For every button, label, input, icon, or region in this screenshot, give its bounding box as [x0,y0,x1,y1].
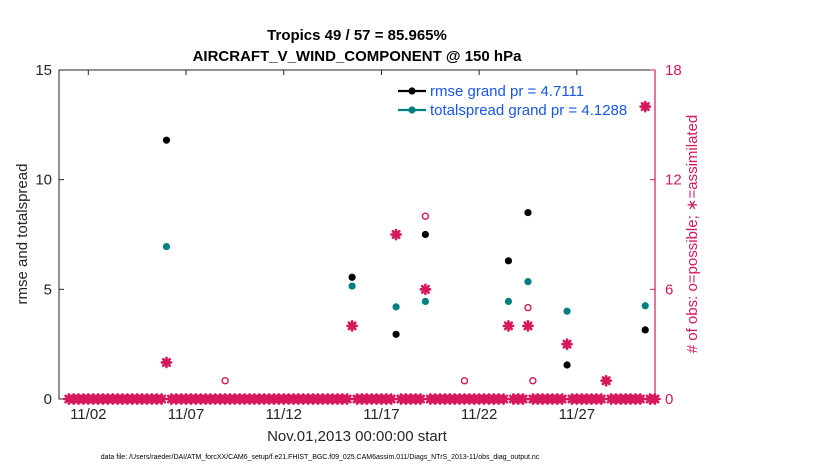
obs-assimilated-zero [634,393,647,405]
x-tick-label: 11/07 [168,406,204,423]
obs-assimilated-point [522,319,534,332]
obs-assimilated-point-core [422,286,428,292]
obs-assimilated-zero [155,393,168,405]
plot-area: 11/02 11/07 11/12 11/17 11/22 11/27 0 5 10 15 0 6 12… [35,62,681,423]
obs-assimilated-zero [649,393,661,405]
y-tick-label: 5 [44,281,52,298]
x-tick-label: 11/22 [461,406,497,423]
obs-assimilated-point-core [564,341,570,347]
y-axis-right-label: # of obs: o=possible; ∗=assimilated [684,115,701,354]
obs-assimilated-zero-core [559,396,565,402]
obs-assimilated-point [390,228,402,241]
obs-assimilated-point-core [505,323,512,329]
obs-assimilated-point [600,374,613,387]
spread-point [421,297,429,305]
obs-possible-point [221,377,229,385]
chart-subtitle: AIRCRAFT_V_WIND_COMPONENT @ 150 hPa [193,48,523,65]
obs-assimilated-zero [385,393,398,405]
spread-point [392,303,400,311]
y-tick-label: 15 [35,62,52,79]
obs-assimilated-zero-core [417,396,424,402]
rmse-point [524,208,532,217]
spread-point [524,278,532,286]
obs-assimilated-point-core [393,231,399,238]
obs-assimilated-zero [497,393,510,405]
y-right-tick-label: 6 [665,281,673,298]
obs-assimilated-point [419,283,432,296]
spread-point [504,297,513,305]
x-tick-label: 11/02 [70,406,106,423]
y-tick-label: 10 [35,172,52,189]
spread-point [162,242,171,251]
obs-assimilated-point-core [163,359,170,366]
legend-swatch-marker-rmse [408,87,416,95]
y-tick-label: 0 [44,391,52,408]
obs-possible-point [421,212,430,220]
rmse-point [504,257,513,265]
obs-possible-point [529,377,537,385]
obs-assimilated-zero-core [520,396,526,402]
y-axis-label: rmse and totalspread [14,164,31,305]
obs-assimilated-point-core [642,103,648,110]
obs-assimilated-point [346,319,359,332]
rmse-point [392,330,400,338]
obs-assimilated-zero-core [158,396,165,402]
obs-assimilated-point-core [603,378,609,384]
obs-assimilated-point-core [525,323,531,329]
obs-assimilated-point [160,356,173,369]
obs-assimilated-zero [414,393,427,405]
footnote: data file: /Users/raeder/DAI/ATM_forcXX/… [101,454,540,461]
x-tick-label: 11/17 [363,406,399,423]
spread-point [563,307,571,315]
obs-assimilated-zero-core [637,396,643,402]
obs-possible-point [460,377,469,385]
legend-swatch-marker-totalspread [408,106,416,114]
obs-assimilated-zero-core [598,396,604,402]
rmse-point [563,361,571,369]
spread-point [348,282,356,290]
y-right-tick-label: 12 [665,172,682,189]
obs-assimilated-point [561,338,573,351]
obs-assimilated-point [502,319,515,332]
obs-assimilated-zero [556,393,569,405]
obs-assimilated-zero-core [344,396,350,402]
obs-assimilated-zero [517,393,529,405]
obs-assimilated-zero-core [500,396,507,402]
y-right-tick-label: 18 [665,62,682,79]
rmse-point [348,273,356,281]
obs-possible-point [524,303,532,312]
x-tick-label: 11/27 [559,406,595,423]
plot-frame [58,69,656,400]
obs-assimilated-zero [595,393,608,405]
y-right-tick-label: 0 [665,391,673,408]
obs-assimilated-zero-core [388,396,394,402]
obs-assimilated-zero [341,393,354,405]
rmse-point [162,136,171,144]
rmse-point [641,326,649,334]
x-tick-label: 11/12 [266,406,302,423]
spread-point [641,302,649,310]
legend-label-totalspread: totalspread grand pr = 4.1288 [430,102,627,119]
obs-assimilated-point-core [349,323,355,329]
obs-assimilated-zero-core [652,396,658,402]
legend-label-rmse: rmse grand pr = 4.7111 [430,83,584,100]
chart-title: Tropics 49 / 57 = 85.965% [267,27,447,44]
rmse-point [421,230,429,239]
x-axis-label: Nov.01,2013 00:00:00 start [267,428,448,445]
obs-assimilated-point [639,100,652,113]
